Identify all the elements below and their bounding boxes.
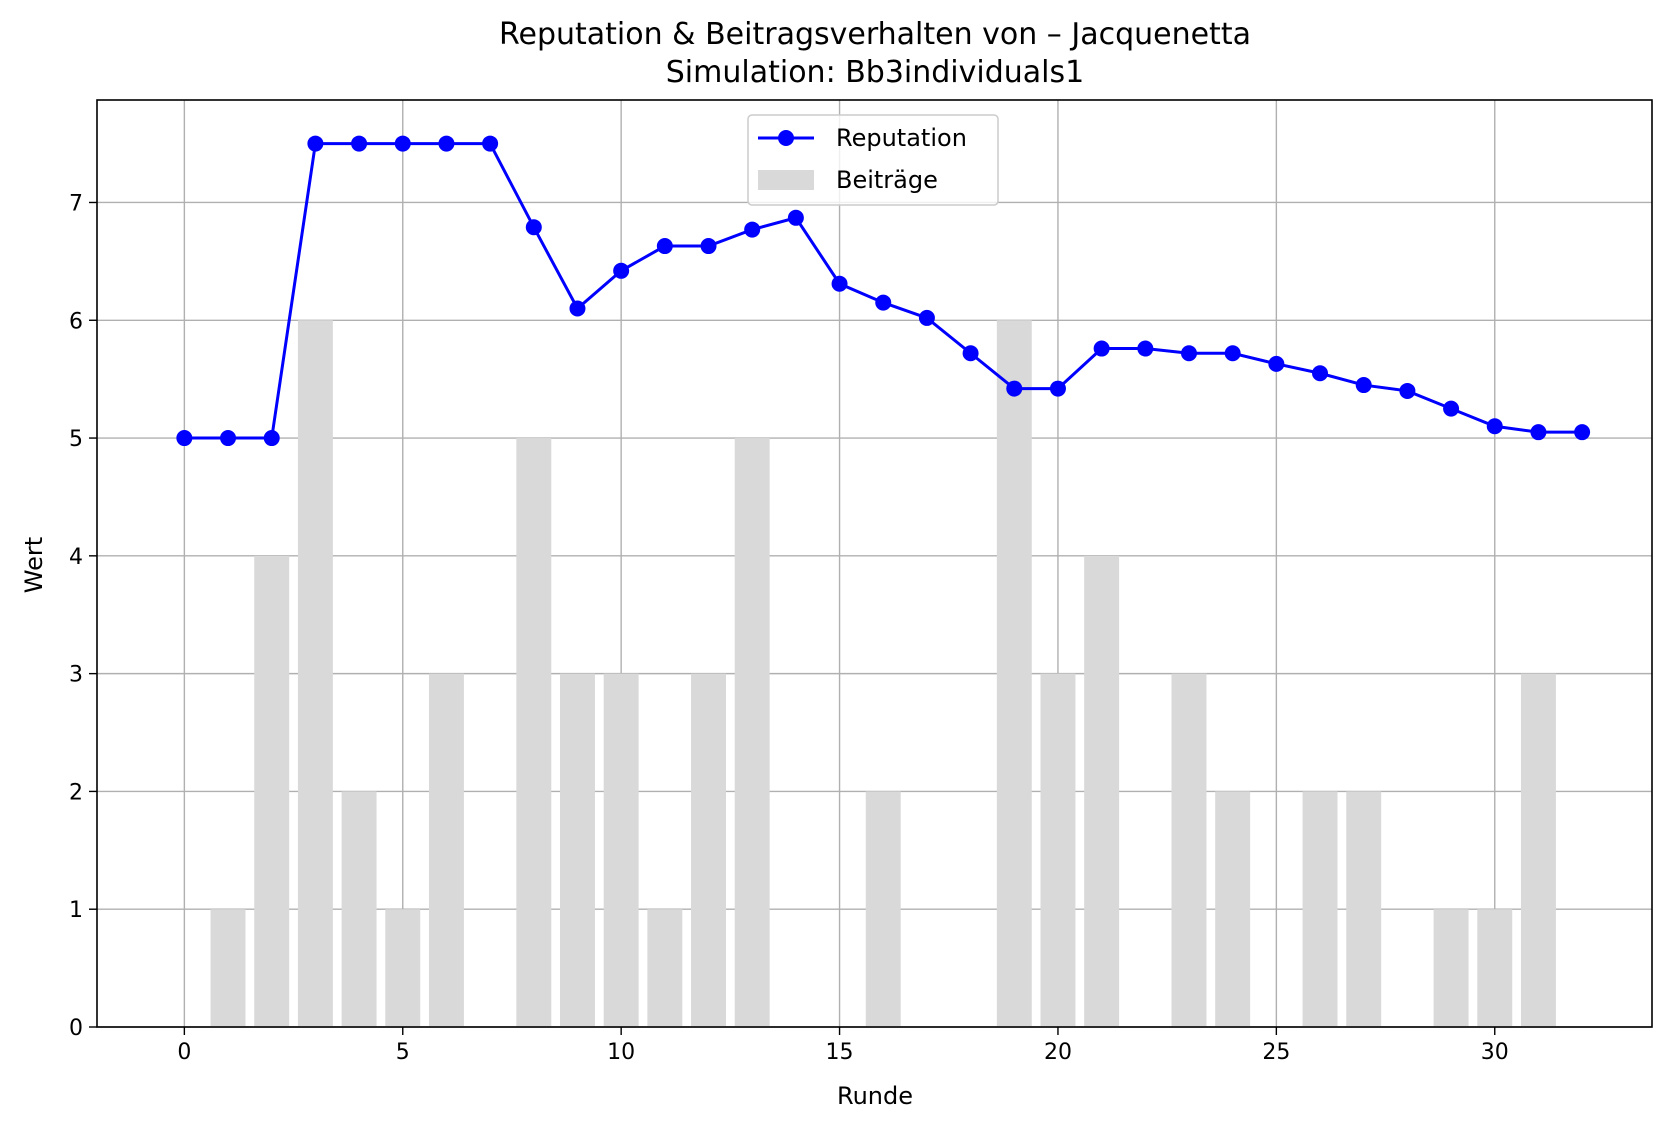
reputation-point <box>875 294 892 311</box>
bar-beitraege <box>516 438 552 1027</box>
y-tick-label: 1 <box>69 898 83 923</box>
reputation-point <box>1530 424 1547 441</box>
bar-beitraege <box>210 909 246 1027</box>
reputation-point <box>1093 340 1110 357</box>
reputation-point <box>525 219 542 236</box>
legend-beitraege-swatch <box>758 170 814 190</box>
reputation-point <box>1049 380 1066 397</box>
reputation-point <box>831 275 848 292</box>
ticks: 0 5 10 15 20 25 30 0 1 2 3 4 5 6 7 <box>69 191 1509 1065</box>
x-tick-label: 0 <box>177 1040 191 1065</box>
y-axis-label: Wert <box>20 537 48 593</box>
reputation-point <box>1312 365 1329 382</box>
reputation-point <box>918 309 935 326</box>
x-tick-label: 5 <box>396 1040 410 1065</box>
reputation-point <box>1574 424 1591 441</box>
reputation-point <box>700 238 717 255</box>
reputation-point <box>656 238 673 255</box>
x-axis-label: Runde <box>837 1082 913 1110</box>
reputation-point <box>1486 418 1503 435</box>
reputation-point <box>394 135 411 152</box>
legend-reputation-label: Reputation <box>836 124 967 152</box>
reputation-point <box>744 221 761 238</box>
reputation-point <box>176 430 193 447</box>
y-tick-label: 5 <box>69 427 83 452</box>
bar-beitraege <box>254 555 290 1027</box>
bar-beitraege <box>1520 673 1556 1027</box>
x-tick-label: 20 <box>1044 1040 1072 1065</box>
bar-beitraege <box>603 673 639 1027</box>
bar-beitraege <box>341 791 377 1027</box>
y-tick-label: 0 <box>69 1016 83 1041</box>
bar-beitraege <box>996 320 1032 1027</box>
bar-beitraege <box>691 673 726 1027</box>
bar-beitraege <box>428 673 464 1027</box>
bars-beitraege <box>210 320 1556 1027</box>
legend: Reputation Beiträge <box>747 114 999 206</box>
bar-beitraege <box>734 438 770 1027</box>
bar-beitraege <box>1084 555 1120 1027</box>
bar-beitraege <box>297 320 333 1027</box>
bar-beitraege <box>1040 673 1076 1027</box>
reputation-point <box>1268 355 1285 372</box>
reputation-point <box>569 300 586 317</box>
y-tick-label: 3 <box>69 663 83 688</box>
plot-frame <box>96 99 1653 1028</box>
x-tick-label: 30 <box>1481 1040 1509 1065</box>
reputation-point <box>962 345 979 362</box>
reputation-point <box>787 209 804 226</box>
bar-beitraege <box>560 673 595 1027</box>
reputation-point <box>307 135 324 152</box>
reputation-point <box>1006 380 1023 397</box>
y-tick-label: 7 <box>69 191 83 216</box>
reputation-point <box>1355 377 1372 394</box>
legend-beitraege-label: Beiträge <box>836 166 938 194</box>
y-tick-label: 4 <box>69 545 83 570</box>
reputation-point <box>1399 382 1416 399</box>
bar-beitraege <box>1302 791 1338 1027</box>
bar-beitraege <box>1477 909 1513 1027</box>
reputation-point <box>1137 340 1154 357</box>
chart-title: Reputation & Beitragsverhalten von – Jac… <box>499 17 1251 52</box>
y-tick-label: 2 <box>69 780 83 805</box>
x-tick-label: 25 <box>1262 1040 1290 1065</box>
legend-reputation-marker <box>778 130 794 146</box>
bar-beitraege <box>1346 791 1382 1027</box>
reputation-point <box>220 430 237 447</box>
reputation-point <box>1443 400 1460 417</box>
reputation-point <box>482 135 499 152</box>
reputation-point <box>438 135 455 152</box>
bar-beitraege <box>1215 791 1251 1027</box>
reputation-point <box>1224 345 1241 362</box>
bar-beitraege <box>1171 673 1207 1027</box>
x-tick-label: 15 <box>826 1040 854 1065</box>
reputation-point <box>1180 345 1197 362</box>
bar-beitraege <box>647 909 683 1027</box>
y-tick-label: 6 <box>69 309 83 334</box>
bar-beitraege <box>865 791 901 1027</box>
reputation-point <box>263 430 280 447</box>
chart-subtitle: Simulation: Bb3individuals1 <box>666 55 1084 90</box>
x-tick-label: 10 <box>607 1040 635 1065</box>
bar-beitraege <box>385 909 421 1027</box>
bar-beitraege <box>1433 909 1469 1027</box>
line-reputation <box>176 135 1591 447</box>
reputation-point <box>351 135 368 152</box>
reputation-point <box>613 262 630 279</box>
